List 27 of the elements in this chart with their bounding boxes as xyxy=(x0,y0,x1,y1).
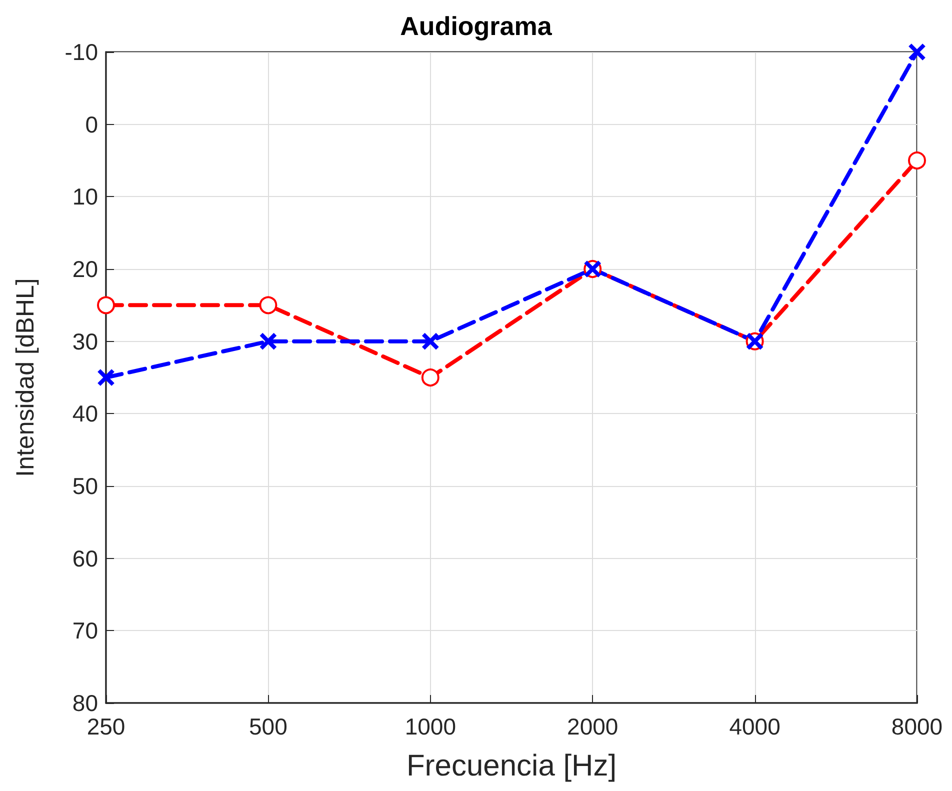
point xyxy=(421,368,440,386)
point xyxy=(908,152,926,170)
y-tick-label: 30 xyxy=(72,328,98,354)
y-tick-label: 60 xyxy=(72,545,98,572)
x-tick-label: 250 xyxy=(86,714,126,740)
x-tick-label: 1000 xyxy=(404,714,456,740)
y-axis-title: Intensidad [dBHL] xyxy=(12,278,40,477)
y-tick-label: 80 xyxy=(72,690,98,716)
y-tick-label: 70 xyxy=(72,618,98,644)
x-tick-label: 8000 xyxy=(891,714,943,740)
y-tick-label: 0 xyxy=(85,111,98,138)
y-tick-label: 10 xyxy=(72,184,98,210)
point xyxy=(259,296,278,314)
y-tick-label: 50 xyxy=(72,473,98,499)
y-tick-label: -10 xyxy=(64,39,98,65)
y-tick-label: 20 xyxy=(72,256,98,282)
y-tick-label: 40 xyxy=(72,400,98,427)
x-tick-label: 500 xyxy=(249,714,288,740)
point xyxy=(97,368,115,386)
point xyxy=(421,332,440,350)
x-tick-label: 4000 xyxy=(729,714,780,740)
point xyxy=(908,43,926,61)
point xyxy=(97,296,115,314)
chart-title: Audiograma xyxy=(400,11,552,41)
point xyxy=(259,332,278,350)
x-tick-label: 2000 xyxy=(567,714,618,740)
x-axis-title: Frecuencia [Hz] xyxy=(406,750,617,782)
